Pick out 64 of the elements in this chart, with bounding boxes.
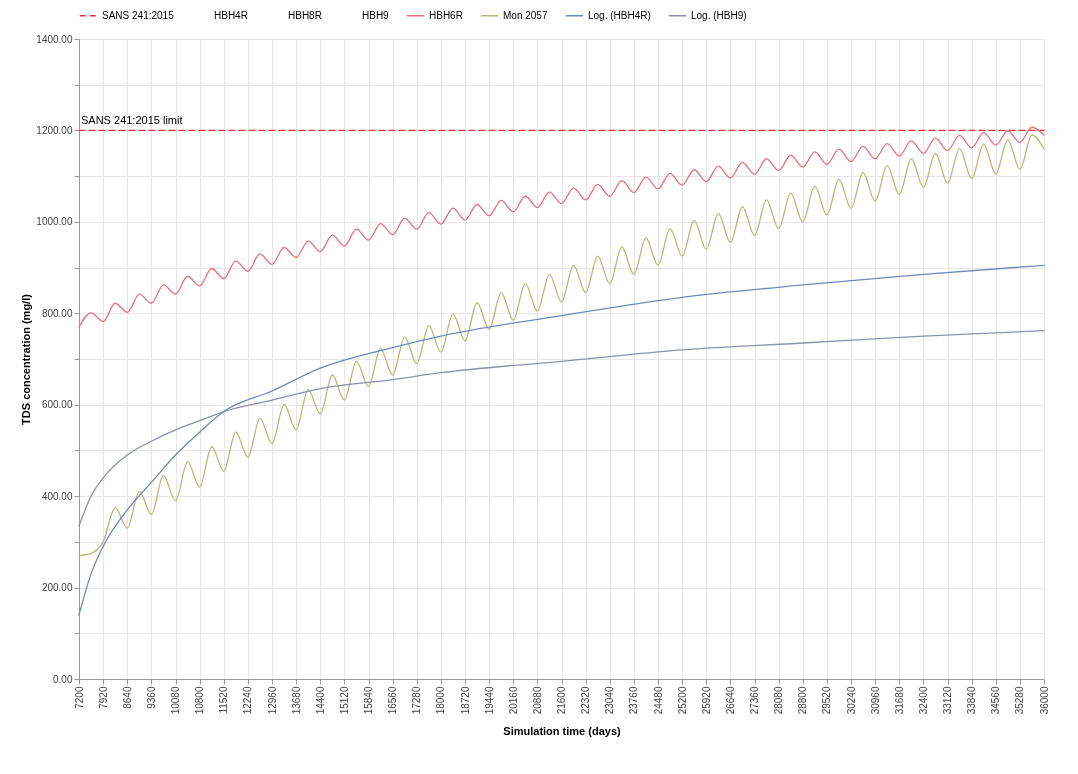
x-tick-label: 17280 — [411, 686, 423, 715]
y-tick-label: 1000.00 — [36, 216, 73, 228]
x-tick-label: 25920 — [700, 686, 712, 715]
x-tick-label: 33840 — [966, 686, 978, 715]
x-tick-label: 20880 — [531, 686, 543, 715]
x-tick-label: 7200 — [73, 686, 85, 709]
x-tick-label: 19440 — [483, 686, 495, 715]
x-tick-label: 33120 — [942, 686, 953, 715]
x-tick-label: 10800 — [194, 686, 206, 715]
x-tick-label: 34560 — [990, 686, 1002, 715]
text: HBH4R — [214, 9, 248, 21]
line-series — [78, 264, 1045, 616]
annotation: SANS 241:2015 limit — [81, 114, 183, 127]
x-tick-label: 26640 — [724, 686, 736, 715]
x-tick-label: 32400 — [917, 686, 929, 715]
legend-label: Mon 2057 — [503, 9, 548, 21]
x-tick-label: 31680 — [893, 686, 905, 715]
x-tick-label: 10080 — [170, 686, 181, 715]
x-tick-label: 11520 — [218, 686, 230, 714]
x-tick-label: 16560 — [387, 686, 399, 715]
x-tick-label: 13680 — [290, 686, 302, 715]
x-tick-label: 24480 — [652, 686, 664, 715]
x-tick-label: 36000 — [1038, 686, 1050, 715]
x-tick-label: 35280 — [1014, 686, 1026, 715]
x-tick-label: 28080 — [773, 686, 785, 715]
line-series — [78, 126, 1045, 328]
text: HBH9 — [362, 9, 390, 21]
x-tick-label: 28800 — [797, 686, 809, 715]
legend-label: Log. (HBH4R) — [588, 9, 651, 21]
legend-label: SANS 241:2015 — [102, 9, 175, 21]
y-tick-label: 800.00 — [41, 307, 73, 319]
line-series — [78, 330, 1045, 527]
x-tick-label: 25200 — [676, 686, 688, 715]
x-tick-label: 18720 — [459, 686, 471, 715]
x-tick-label: 20160 — [507, 686, 519, 715]
x-tick-label: 21600 — [556, 686, 567, 715]
legend-label: Log. (HBH9) — [691, 9, 747, 21]
x-tick-label: 30240 — [845, 686, 857, 715]
x-tick-label: 23040 — [604, 686, 616, 715]
y-tick-label: 200.00 — [41, 582, 73, 594]
x-tick-label: 15120 — [338, 686, 350, 715]
x-tick-label: 12240 — [242, 686, 254, 715]
x-tick-label: 12960 — [266, 686, 278, 715]
y-tick-label: 0.00 — [53, 673, 73, 685]
x-tick-label: 22320 — [580, 686, 592, 715]
y-tick-label: 1400.00 — [36, 33, 73, 45]
line-series — [78, 134, 1045, 557]
x-tick-label: 14400 — [314, 686, 326, 715]
x-axis-title: Simulation time (days) — [503, 725, 622, 738]
y-tick-label: 400.00 — [41, 490, 73, 502]
x-tick-label: 18000 — [435, 686, 447, 715]
text: HBH8R — [288, 9, 322, 21]
x-tick-label: 15840 — [363, 686, 374, 715]
x-tick-label: 27360 — [749, 686, 760, 715]
y-tick-label: 600.00 — [41, 399, 73, 411]
x-tick-label: 8640 — [121, 686, 133, 709]
legend-label: HBH6R — [429, 9, 463, 21]
x-tick-label: 23760 — [628, 686, 640, 715]
x-tick-label: 7920 — [97, 686, 109, 709]
x-tick-label: 9360 — [145, 686, 157, 709]
x-tick-label: 30960 — [869, 686, 881, 715]
y-tick-label: 1200.00 — [36, 124, 73, 136]
y-axis-title: TDS concentration (mg/l) — [20, 293, 33, 425]
x-tick-label: 29520 — [821, 686, 833, 715]
